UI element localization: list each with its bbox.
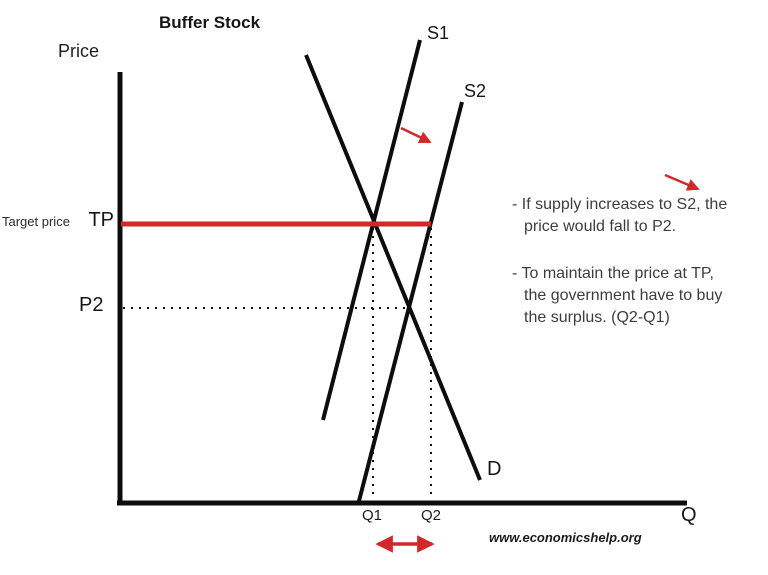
q2-label: Q2	[421, 507, 442, 524]
target-price-prefix: Target price	[2, 214, 70, 229]
s1-label: S1	[427, 23, 450, 43]
annotation-notes: - If supply increases to S2, the price w…	[512, 194, 762, 329]
note-government-buy: - To maintain the price at TP, the gover…	[512, 263, 762, 329]
note-line: price would fall to P2.	[524, 218, 677, 235]
s2-label: S2	[464, 81, 487, 101]
tp-label: TP	[88, 209, 114, 231]
supply-shift-arrow-icon	[400, 126, 432, 144]
demand-curve	[304, 54, 482, 481]
note-supply-increase: - If supply increases to S2, the price w…	[512, 194, 762, 238]
x-axis-label: Q	[681, 504, 697, 526]
note-line: - If supply increases to S2, the	[512, 196, 728, 213]
p2-label: P2	[79, 294, 104, 316]
y-axis-label: Price	[58, 41, 100, 61]
watermark: www.economicshelp.org	[489, 530, 642, 545]
diagram-title: Buffer Stock	[159, 13, 261, 32]
note-arrow-icon	[664, 173, 700, 191]
note-line: - To maintain the price at TP,	[512, 265, 714, 282]
s2-supply-curve	[357, 101, 464, 502]
s1-supply-curve	[321, 39, 422, 421]
q1-label: Q1	[362, 507, 383, 524]
note-line: the surplus. (Q2-Q1)	[524, 309, 670, 326]
target-price-label: Target price TP	[2, 209, 114, 232]
note-line: the government have to buy	[524, 287, 723, 304]
demand-label: D	[487, 458, 502, 480]
